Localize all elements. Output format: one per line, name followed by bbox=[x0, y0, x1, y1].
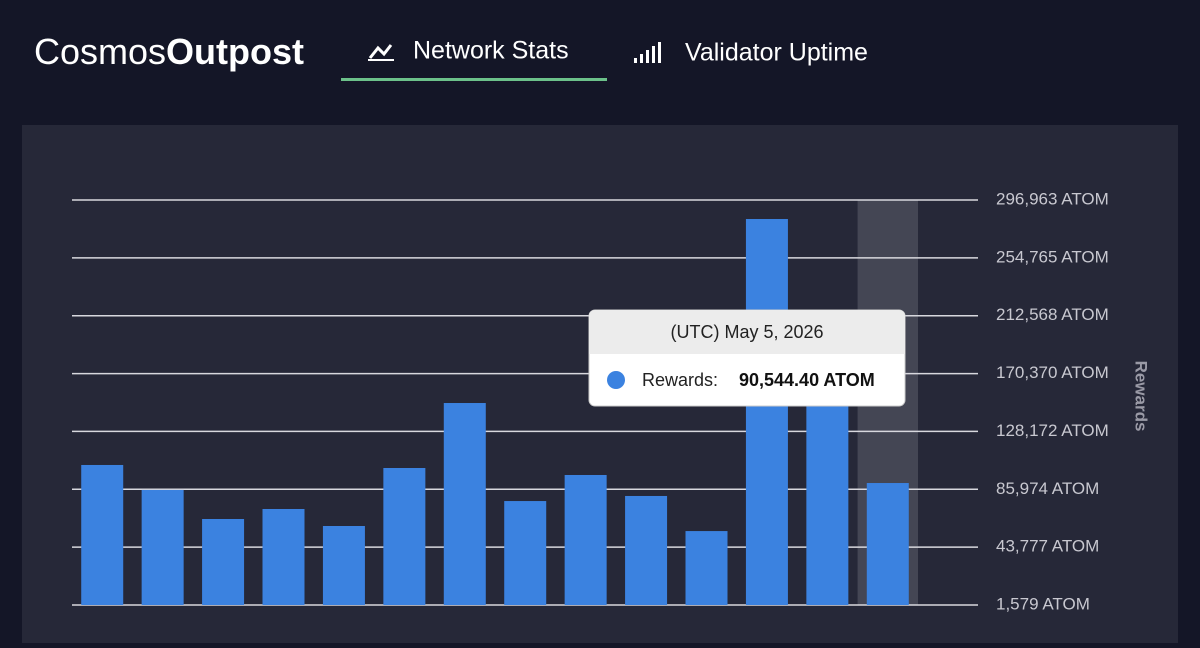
bar bbox=[202, 519, 245, 605]
bar bbox=[504, 501, 547, 605]
tooltip: (UTC) May 5, 2026 Rewards: 90,544.40 ATO… bbox=[588, 309, 906, 407]
icon bbox=[368, 44, 393, 59]
tooltip-title: (UTC) May 5, 2026 bbox=[670, 322, 823, 342]
y-tick-label: 170,370 ATOM bbox=[996, 363, 1109, 382]
y-tick-label: 128,172 ATOM bbox=[996, 421, 1109, 440]
tooltip-marker bbox=[607, 371, 625, 389]
brand[interactable]: CosmosOutpost bbox=[34, 31, 304, 72]
y-tick-label: 254,765 ATOM bbox=[996, 247, 1109, 266]
tooltip-header bbox=[589, 310, 905, 354]
y-tick-label: 296,963 ATOM bbox=[996, 189, 1109, 208]
y-axis-label: Rewards bbox=[1132, 361, 1151, 432]
bar bbox=[564, 474, 607, 605]
nav-label: Validator Uptime bbox=[685, 39, 868, 67]
y-tick-label: 1,579 ATOM bbox=[996, 594, 1090, 613]
active-underline bbox=[341, 78, 607, 81]
bar bbox=[141, 489, 184, 605]
bar bbox=[443, 403, 486, 605]
icon bbox=[634, 42, 661, 63]
bar bbox=[685, 531, 728, 605]
bar bbox=[383, 467, 426, 605]
y-tick-label: 212,568 ATOM bbox=[996, 305, 1109, 324]
nav-network-stats[interactable]: Network Stats bbox=[341, 37, 607, 81]
brand-light: Cosmos bbox=[34, 31, 166, 72]
bar bbox=[625, 495, 668, 605]
bar bbox=[866, 483, 909, 605]
bar bbox=[322, 525, 365, 605]
brand-bold: Outpost bbox=[166, 31, 304, 72]
y-tick-label: 43,777 ATOM bbox=[996, 537, 1099, 556]
bar bbox=[262, 508, 305, 605]
y-tick-label: 85,974 ATOM bbox=[996, 479, 1099, 498]
bar bbox=[81, 464, 124, 605]
bar bbox=[745, 219, 788, 605]
bar bbox=[806, 401, 849, 605]
tooltip-label: Rewards: bbox=[642, 370, 718, 390]
nav-validator-uptime[interactable]: Validator Uptime bbox=[634, 39, 868, 67]
nav-label: Network Stats bbox=[413, 37, 569, 65]
tooltip-value: 90,544.40 ATOM bbox=[739, 370, 875, 390]
